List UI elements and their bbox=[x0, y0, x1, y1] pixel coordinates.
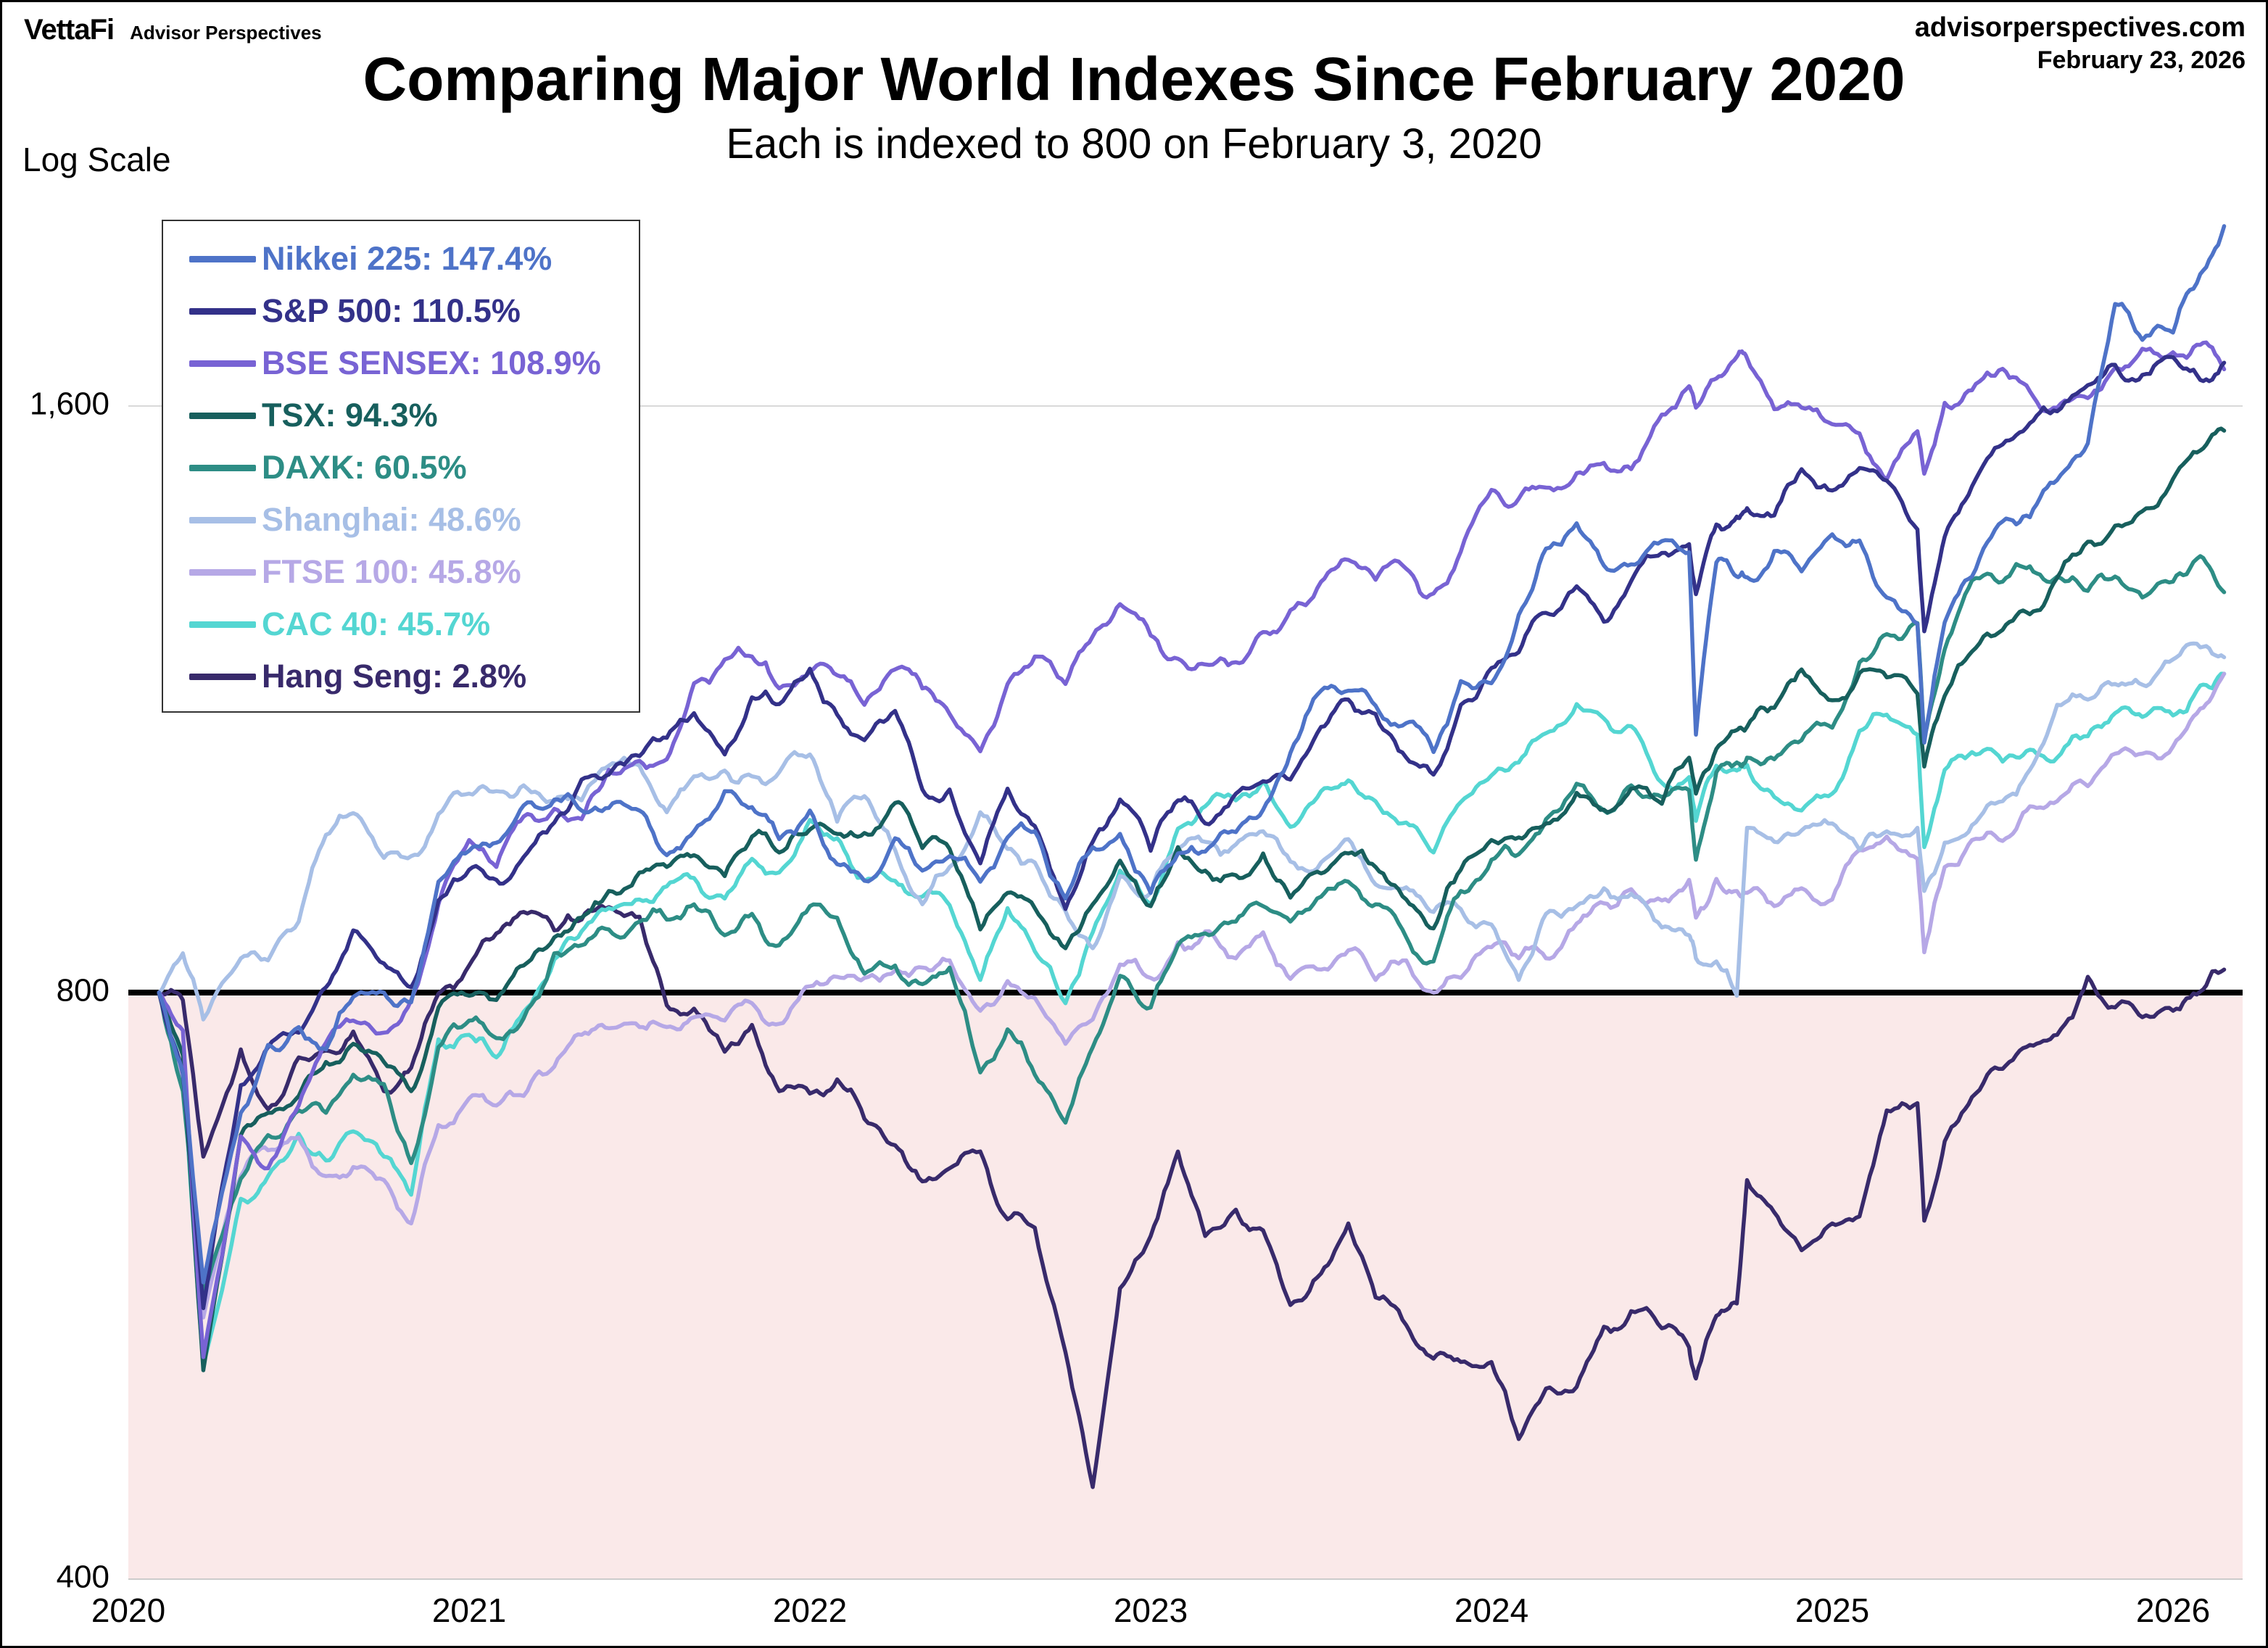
y-axis-label: 400 bbox=[57, 1560, 109, 1595]
x-axis-label: 2026 bbox=[2136, 1591, 2210, 1629]
legend-swatch-bse-sensex bbox=[189, 360, 256, 367]
legend-item-ftse-100: FTSE 100: 45.8% bbox=[189, 546, 632, 598]
series-line-s-p-500 bbox=[157, 355, 2227, 1310]
legend-label: DAXK: 60.5% bbox=[262, 449, 467, 486]
vettafi-logo: VettaFi bbox=[24, 14, 115, 46]
legend-item-cac-40: CAC 40: 45.7% bbox=[189, 598, 632, 650]
legend-label: FTSE 100: 45.8% bbox=[262, 553, 521, 590]
x-axis-label: 2021 bbox=[432, 1591, 506, 1629]
legend-item-bse-sensex: BSE SENSEX: 108.9% bbox=[189, 337, 632, 389]
x-axis-label: 2020 bbox=[91, 1591, 165, 1629]
legend-swatch-s-p-500 bbox=[189, 307, 256, 315]
site-url: advisorperspectives.com bbox=[1914, 12, 2246, 43]
x-axis-label: 2025 bbox=[1795, 1591, 1869, 1629]
legend-swatch-cac-40 bbox=[189, 621, 256, 628]
legend-label: CAC 40: 45.7% bbox=[262, 605, 491, 642]
legend-swatch-tsx bbox=[189, 412, 256, 419]
series-line-bse-sensex bbox=[157, 340, 2227, 1359]
y-axis-label: 1,600 bbox=[30, 386, 109, 422]
legend-swatch-nikkei-225 bbox=[189, 255, 256, 262]
y-axis-label: 800 bbox=[57, 973, 109, 1009]
legend-item-hang-seng: Hang Seng: 2.8% bbox=[189, 650, 632, 703]
legend-label: Shanghai: 48.6% bbox=[262, 501, 521, 538]
legend-label: TSX: 94.3% bbox=[262, 397, 438, 434]
legend-label: Hang Seng: 2.8% bbox=[262, 658, 527, 695]
series-line-cac-40 bbox=[157, 671, 2227, 1367]
legend-item-shanghai: Shanghai: 48.6% bbox=[189, 494, 632, 546]
legend-swatch-shanghai bbox=[189, 516, 256, 523]
series-line-shanghai bbox=[157, 641, 2227, 1022]
legend-swatch-hang-seng bbox=[189, 673, 256, 680]
series-line-nikkei-225 bbox=[157, 224, 2227, 1285]
legend-item-tsx: TSX: 94.3% bbox=[189, 389, 632, 442]
legend-item-daxk: DAXK: 60.5% bbox=[189, 442, 632, 494]
series-line-daxk bbox=[157, 554, 2227, 1297]
legend-label: S&P 500: 110.5% bbox=[262, 292, 521, 329]
x-axis-label: 2023 bbox=[1114, 1591, 1188, 1629]
legend-label: BSE SENSEX: 108.9% bbox=[262, 344, 601, 381]
chart-legend: Nikkei 225: 147.4% S&P 500: 110.5% BSE SEN… bbox=[162, 220, 640, 713]
series-line-ftse-100 bbox=[157, 671, 2227, 1320]
below-baseline-region bbox=[128, 993, 2243, 1579]
series-line-tsx bbox=[157, 426, 2227, 1372]
legend-item-s-p-500: S&P 500: 110.5% bbox=[189, 285, 632, 337]
advisor-perspectives-label: Advisor Perspectives bbox=[130, 22, 322, 44]
site-info: advisorperspectives.com February 23, 202… bbox=[1915, 12, 2246, 75]
log-scale-label: Log Scale bbox=[22, 141, 171, 178]
brand: VettaFi Advisor Perspectives bbox=[24, 14, 322, 46]
legend-label: Nikkei 225: 147.4% bbox=[262, 240, 552, 277]
chart-title: Comparing Major World Indexes Since Febr… bbox=[363, 45, 1905, 113]
series-line-hang-seng bbox=[157, 903, 2227, 1489]
x-axis-label: 2022 bbox=[773, 1591, 847, 1629]
legend-item-nikkei-225: Nikkei 225: 147.4% bbox=[189, 233, 632, 285]
chart-subtitle: Each is indexed to 800 on February 3, 20… bbox=[726, 120, 1542, 167]
legend-swatch-daxk bbox=[189, 464, 256, 471]
x-axis-label: 2024 bbox=[1454, 1591, 1528, 1629]
legend-swatch-ftse-100 bbox=[189, 568, 256, 576]
report-date: February 23, 2026 bbox=[2037, 46, 2246, 74]
